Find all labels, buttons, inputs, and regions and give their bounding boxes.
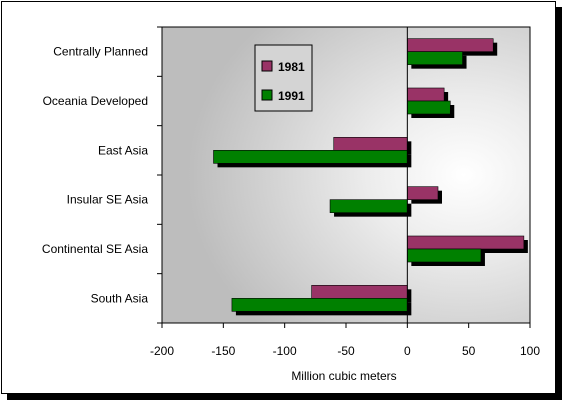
bar-south-asia-1981	[311, 285, 408, 299]
x-tick-label: -200	[150, 344, 174, 358]
legend: 1981 1991	[254, 44, 313, 112]
x-tick-label: -50	[337, 344, 355, 358]
category-label-centrally-planned: Centrally Planned	[53, 45, 148, 59]
x-tick-label: 50	[462, 344, 476, 358]
bar-east-asia-1981	[333, 137, 408, 151]
bar-oceania-developed-1991	[407, 100, 451, 115]
category-label-insular-se-asia: Insular SE Asia	[67, 193, 149, 207]
bar-oceania-developed-1981	[407, 87, 445, 102]
bar-south-asia-1991	[231, 298, 408, 312]
x-tick-label: 100	[520, 344, 540, 358]
legend-label-1991: 1991	[278, 89, 305, 103]
category-label-south-asia: South Asia	[91, 291, 149, 305]
legend-label-1981: 1981	[278, 60, 305, 74]
bar-insular-se-asia-1991	[329, 199, 408, 213]
bar-insular-se-asia-1981	[407, 186, 439, 200]
x-tick-label: -150	[211, 344, 235, 358]
bar-continental-se-asia-1981	[407, 235, 525, 250]
category-label-east-asia: East Asia	[98, 143, 148, 157]
bar-centrally-planned-1991	[407, 51, 463, 65]
x-tick-label: 0	[404, 344, 411, 358]
legend-swatch-1981	[261, 60, 273, 72]
plot-area	[161, 26, 531, 324]
bar-continental-se-asia-1991	[407, 248, 482, 263]
bar-east-asia-1991	[213, 150, 408, 164]
x-axis-label: Million cubic meters	[291, 369, 396, 383]
category-label-oceania-developed: Oceania Developed	[43, 94, 148, 108]
legend-swatch-1991	[261, 89, 273, 101]
x-tick-label: -100	[273, 344, 297, 358]
bar-centrally-planned-1981	[407, 38, 494, 52]
category-label-continental-se-asia: Continental SE Asia	[42, 242, 148, 256]
